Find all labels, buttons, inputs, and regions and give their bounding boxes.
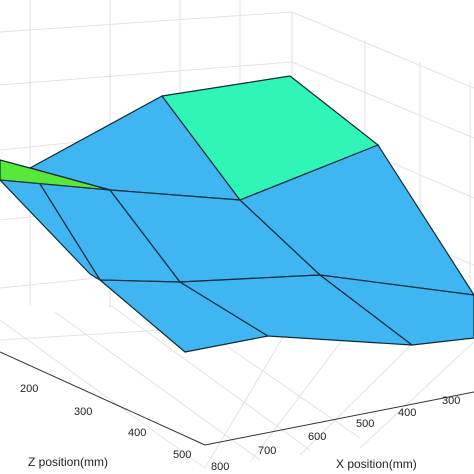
x-axis-title: X position(mm) [336, 457, 417, 471]
grid-line [109, 304, 311, 451]
z-axis-line [0, 351, 206, 446]
grid-line [0, 11, 293, 33]
surface-patch [0, 159, 111, 191]
x-tick-label: 800 [211, 461, 229, 473]
grid-line [291, 11, 474, 89]
x-tick-label: 300 [442, 395, 460, 407]
surface-patch [319, 274, 474, 346]
grid-line [249, 329, 351, 463]
x-tick-label: 500 [356, 418, 374, 430]
surface-mesh [0, 75, 474, 353]
grid-line [54, 311, 261, 461]
grid-line [359, 341, 474, 449]
surface-patch [239, 144, 474, 296]
grid-line [299, 335, 421, 456]
grid-line [291, 61, 474, 139]
z-tick-label: 500 [173, 449, 191, 461]
z-tick-label: 400 [128, 427, 146, 439]
x-tick-label: 400 [398, 407, 416, 419]
x-tick-label: 600 [308, 431, 326, 443]
x-axis-line [204, 391, 474, 446]
x-tick-label: 700 [258, 445, 276, 457]
z-axis-title: Z position(mm) [28, 455, 108, 469]
grid-line [0, 61, 293, 86]
z-tick-label: 300 [74, 406, 92, 418]
z-tick-label: 200 [20, 383, 38, 395]
grid-line [0, 319, 206, 469]
axes [0, 351, 474, 446]
grid-line [204, 321, 293, 469]
